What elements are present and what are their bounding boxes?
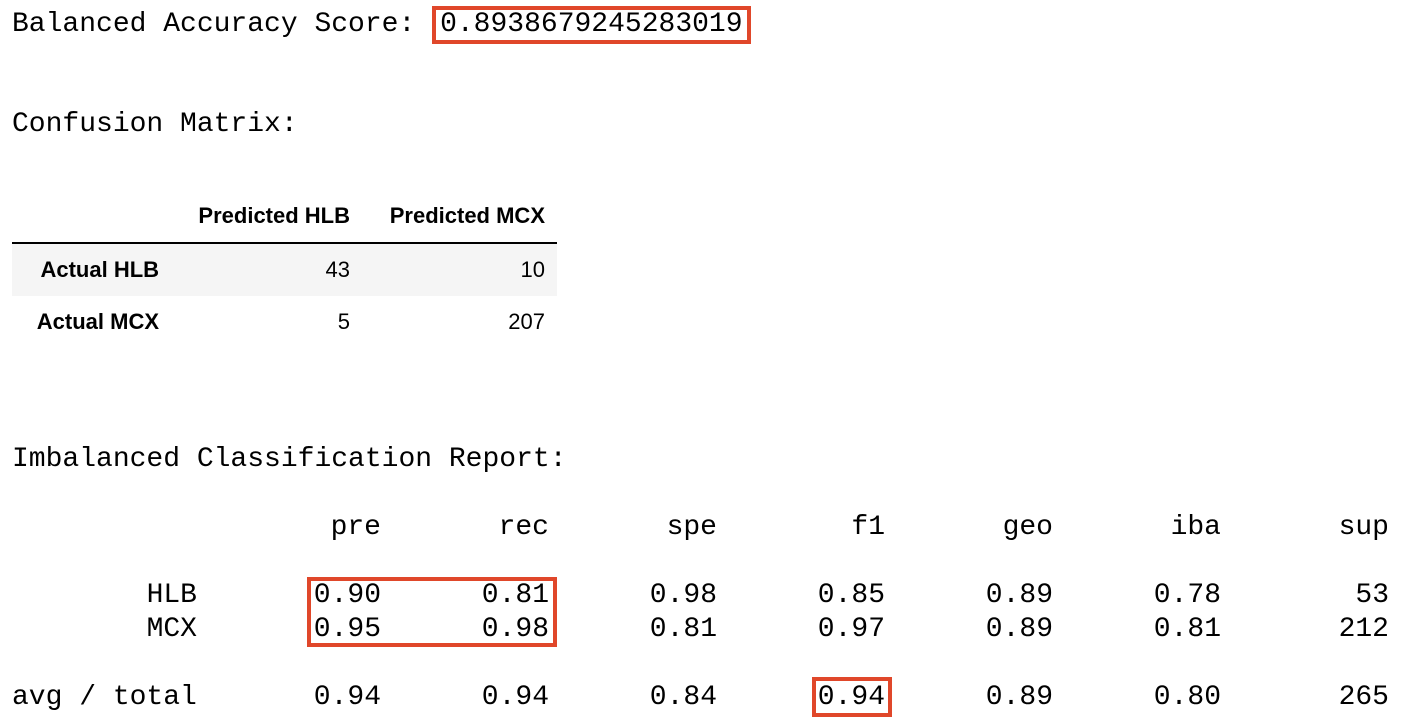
table-cell: 10: [520, 257, 545, 282]
report-column-header: pre: [330, 512, 381, 543]
report-cell: 0.97: [817, 614, 885, 645]
balanced-accuracy-label: Balanced Accuracy Score:: [12, 9, 416, 40]
table-row: Actual HLB 43 10: [12, 243, 557, 296]
report-cell: 0.95: [313, 614, 381, 645]
report-cell: 0.89: [985, 580, 1053, 611]
report-cell: 0.78: [1153, 580, 1221, 611]
report-cell: 0.98: [481, 614, 549, 645]
report-column-header: rec: [498, 512, 549, 543]
table-row: Actual MCX 5 207: [12, 296, 557, 348]
row-header: Actual MCX: [36, 309, 160, 334]
balanced-accuracy-value: 0.8938679245283019: [432, 6, 751, 44]
corner-cell: [12, 190, 172, 244]
report-column-header: f1: [851, 512, 885, 543]
report-cell: 0.80: [1153, 682, 1221, 713]
report-cell: 0.85: [817, 580, 885, 611]
report-column-header: iba: [1170, 512, 1221, 543]
report-title: Imbalanced Classification Report:: [12, 444, 567, 475]
report-cell: 0.84: [649, 682, 717, 713]
table-cell: 43: [325, 257, 351, 282]
confusion-matrix-title: Confusion Matrix:: [12, 109, 298, 140]
report-cell: 0.81: [1153, 614, 1221, 645]
report-column-header: geo: [1002, 512, 1053, 543]
report-row-label: MCX: [146, 614, 197, 645]
report-cell: 53: [1355, 580, 1389, 611]
precision-recall-highlight-box: [307, 577, 557, 647]
column-header: Predicted MCX: [362, 190, 557, 244]
report-cell: 0.94: [817, 682, 885, 713]
report-total-label: avg / total: [12, 682, 197, 713]
confusion-matrix-header-row: Predicted HLB Predicted MCX: [12, 190, 557, 244]
f1-total-highlight-box: [812, 677, 892, 717]
column-header: Predicted HLB: [171, 190, 363, 244]
report-cell: 0.89: [985, 682, 1053, 713]
balanced-accuracy-line: Balanced Accuracy Score: 0.8938679245283…: [12, 6, 751, 44]
row-header: Actual HLB: [40, 257, 160, 282]
report-cell: 0.81: [649, 614, 717, 645]
report-cell: 0.81: [481, 580, 549, 611]
report-cell: 0.94: [481, 682, 549, 713]
table-cell: 5: [337, 309, 351, 334]
table-cell: 207: [508, 309, 545, 334]
report-column-header: spe: [666, 512, 717, 543]
report-cell: 0.89: [985, 614, 1053, 645]
report-cell: 0.98: [649, 580, 717, 611]
report-column-header: sup: [1338, 512, 1389, 543]
report-cell: 0.90: [313, 580, 381, 611]
report-cell: 0.94: [313, 682, 381, 713]
report-cell: 265: [1338, 682, 1389, 713]
report-row-label: HLB: [146, 580, 197, 611]
report-cell: 212: [1338, 614, 1389, 645]
confusion-matrix-table: Predicted HLB Predicted MCX Actual HLB 4…: [12, 190, 557, 348]
